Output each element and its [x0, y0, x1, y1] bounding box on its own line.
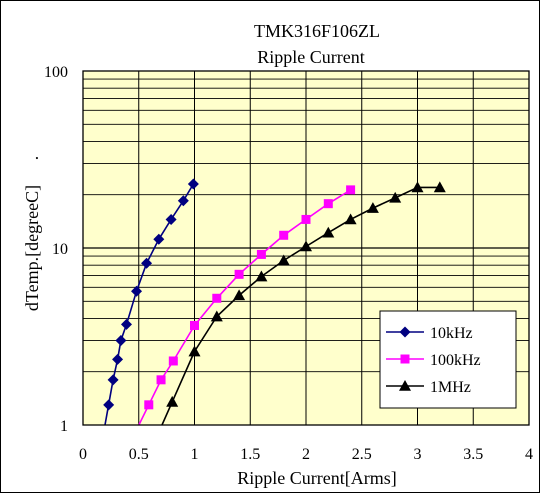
- legend-label: 1MHz: [430, 379, 471, 396]
- data-point: [366, 202, 379, 213]
- data-point: [141, 257, 153, 269]
- x-tick-labels: 0 0.5 1 1.5 2 2.5 3 3.5 4: [79, 446, 533, 463]
- data-point: [187, 178, 199, 190]
- data-point: [256, 249, 266, 259]
- data-point: [153, 233, 165, 245]
- x-tick-label: 2.5: [352, 446, 372, 463]
- data-point: [177, 195, 189, 207]
- legend-item: 10kHz: [386, 325, 473, 342]
- data-point: [301, 214, 311, 224]
- data-point: [433, 181, 446, 193]
- data-point: [255, 270, 268, 282]
- x-tick-label: 2: [302, 446, 310, 463]
- legend-item: 1MHz: [386, 379, 471, 396]
- data-point: [411, 181, 424, 193]
- data-point: [188, 345, 201, 357]
- legend-label: 100kHz: [430, 352, 481, 369]
- y-axis-label-suffix: .: [22, 156, 42, 161]
- data-point: [277, 254, 290, 266]
- series-10kHz: [103, 178, 199, 425]
- data-point: [212, 293, 222, 303]
- data-point: [165, 213, 177, 225]
- legend-marker: [400, 354, 410, 364]
- x-tick-label: 4: [525, 446, 533, 463]
- chart-subtitle: Ripple Current: [257, 47, 364, 67]
- x-tick-label: 0.5: [129, 446, 149, 463]
- chart-title: TMK316F106ZL: [254, 21, 380, 41]
- legend-item: 100kHz: [386, 352, 481, 369]
- data-point: [115, 335, 127, 347]
- y-axis-label: dTemp.[degreeC]: [22, 185, 42, 311]
- legend: 10kHz 100kHz 1MHz: [379, 310, 517, 409]
- x-axis-label: Ripple Current[Arms]: [237, 468, 396, 488]
- series-1MHz: [161, 181, 446, 425]
- data-point: [279, 230, 289, 240]
- data-point: [344, 213, 357, 225]
- series-100kHz: [138, 185, 356, 425]
- data-point: [166, 395, 179, 407]
- legend-marker: [399, 326, 411, 338]
- y-tick-label: 10: [52, 241, 68, 258]
- legend-marker: [399, 380, 411, 391]
- data-point: [112, 353, 124, 365]
- y-tick-labels: 1 10 100: [44, 64, 68, 435]
- legend-label: 10kHz: [430, 325, 473, 342]
- y-tick-label: 1: [60, 418, 68, 435]
- x-tick-label: 1: [191, 446, 199, 463]
- data-point: [234, 269, 244, 279]
- data-point: [144, 400, 154, 410]
- x-tick-label: 1.5: [240, 446, 260, 463]
- plot-frame: [82, 70, 530, 426]
- data-point: [120, 318, 132, 330]
- data-point: [103, 399, 115, 411]
- x-tick-label: 0: [79, 446, 87, 463]
- data-point: [107, 374, 119, 386]
- data-point: [210, 310, 223, 322]
- data-point: [389, 191, 402, 203]
- data-point: [156, 375, 166, 385]
- data-point: [233, 289, 246, 301]
- data-point: [300, 240, 312, 252]
- data-point: [346, 185, 356, 195]
- data-point: [323, 199, 333, 209]
- x-tick-label: 3.5: [463, 446, 483, 463]
- x-tick-label: 3: [414, 446, 422, 463]
- y-tick-label: 100: [44, 64, 68, 81]
- data-point: [190, 320, 199, 330]
- data-point: [322, 226, 335, 238]
- data-point: [131, 285, 143, 297]
- data-point: [168, 356, 178, 366]
- series-layer: [103, 178, 446, 425]
